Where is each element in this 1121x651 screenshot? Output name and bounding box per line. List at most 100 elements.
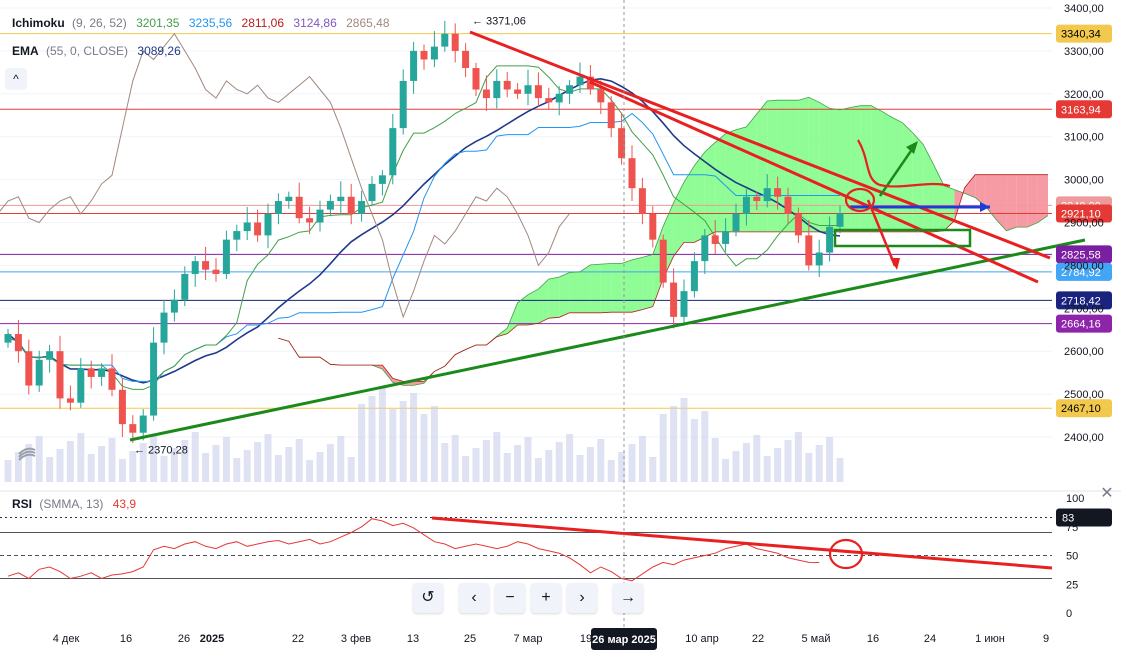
ichimoku-value-1: 3201,35 [136,16,180,30]
candle [285,191,293,209]
user-drawings: ← 3371,06 ← 2370,28 [129,15,1086,457]
volume-bar [670,406,678,482]
go-to-latest-icon[interactable]: → [613,583,643,613]
volume-bar [306,460,314,482]
zoom-out-icon[interactable]: − [495,583,525,613]
cloud-segment [819,102,830,232]
candle [274,193,282,225]
volume-bar [420,414,428,482]
volume-bar [56,449,64,482]
volume-bar [181,440,189,482]
candle [35,350,43,392]
candle [233,224,241,252]
volume-bar [87,454,95,482]
volume-bar [170,448,178,482]
candle [836,205,844,234]
scroll-right-icon[interactable]: › [567,583,597,613]
rsi-params: (SMMA, 13) [39,497,104,511]
cloud-segment [569,271,580,313]
volume-bar [659,414,667,482]
price-label-box [1056,100,1112,119]
reset-chart-icon[interactable]: ↺ [413,583,443,613]
volume-bar [545,450,553,482]
candle [462,43,470,78]
time-tick-label: 4 дек [53,633,80,645]
volume-bar [295,439,303,482]
candle [118,378,126,437]
volume-bar [555,442,563,482]
candle [514,83,522,99]
candle [243,207,251,241]
target-zone [833,228,972,248]
candle [576,62,584,93]
volume-bar [243,450,251,482]
time-tick-label: 1 июн [975,633,1005,645]
volume-bar [607,460,615,482]
candle [638,177,646,225]
candle [212,258,220,282]
candle [815,239,823,277]
price-label-box [1056,24,1112,43]
cloud-segment [964,174,976,198]
volume-bar [222,437,230,482]
volume-bar [441,443,449,482]
volume-bar [774,448,782,482]
cloud-segment [642,254,653,310]
rsi-tick-label: 0 [1066,608,1072,620]
collapse-legend-button[interactable]: ^ [5,68,27,90]
candle [566,80,574,105]
volume-bar [576,455,584,482]
volume-bar [118,459,126,482]
green-arrow-head [906,141,918,154]
candle [181,266,189,307]
candle [77,358,85,408]
candle [389,113,397,185]
candle [326,194,334,217]
cloud-segment [621,259,632,313]
volume-bar [493,432,501,482]
volume-bar [98,446,106,482]
volume-bar [285,447,293,482]
volume-bar [784,440,792,482]
volume-bar [358,404,366,482]
volume-bar [430,406,438,482]
zoom-in-icon[interactable]: + [531,583,561,613]
kijun-line [7,112,840,382]
close-rsi-icon[interactable]: ✕ [1100,485,1114,502]
chikou-line [0,32,570,319]
candle [670,268,678,329]
price-label: 3340,34 [1061,29,1101,41]
ichimoku-value-2: 3235,56 [188,16,233,30]
crosshair-label-box [591,628,657,650]
ema-params: (55, 0, CLOSE) [46,44,129,58]
candle [774,176,782,210]
candle [451,23,459,63]
cloud-segment [684,165,695,243]
volume-bar [680,398,688,482]
candle [524,69,532,106]
price-tick-label: 2600,00 [1064,346,1104,358]
time-tick-label: 7 мар [514,633,543,645]
red-arrow-head [890,258,900,270]
candle [46,344,54,373]
volume-bar [274,455,282,482]
rsi-title: RSI [12,497,33,511]
volume-bar [129,451,137,482]
candle [347,183,355,225]
scroll-left-icon[interactable]: ‹ [459,583,489,613]
time-tick-label: 25 [464,633,476,645]
volume-bar [368,396,376,482]
candle [441,20,449,52]
candle [753,191,761,211]
volume-bar [160,456,168,482]
candle [358,190,366,222]
resistance-trendline-2 [589,80,1039,284]
price-tick-label: 2800,00 [1064,260,1104,272]
candle [742,189,750,226]
time-tick-label: 22 [292,633,304,645]
price-tick-label: 3100,00 [1064,132,1104,144]
candle [420,44,428,70]
volume-bar [472,448,480,482]
